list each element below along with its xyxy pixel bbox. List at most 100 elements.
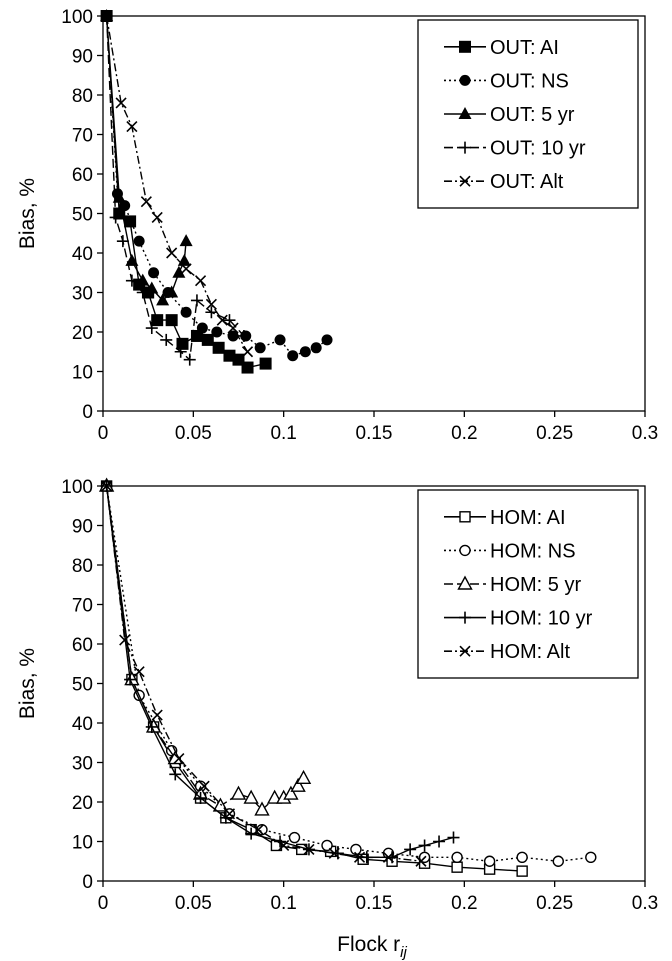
data-point [266,789,283,804]
data-point [183,353,196,366]
x-tick-label: 0.15 [356,423,393,444]
data-point [101,10,113,22]
y-tick-label: 70 [72,596,93,617]
data-point [321,839,333,852]
data-point [205,306,218,319]
data-point [241,346,254,358]
data-point [151,314,164,327]
legend-label: OUT: AI [490,37,559,59]
data-point [194,792,207,805]
data-point [125,274,138,287]
data-point [125,253,139,266]
y-axis-label: Bias, % [16,648,39,719]
y-tick-label: 10 [72,363,93,384]
data-point [212,341,225,354]
data-point [109,211,122,224]
x-tick-label: 0 [98,893,109,914]
data-point [232,353,245,366]
y-tick-label: 30 [72,284,93,305]
data-point [295,769,312,784]
data-point [176,337,189,350]
y-tick-label: 10 [72,833,93,854]
data-point [382,851,395,863]
x-axis-label: Flock rij [337,933,407,961]
data-point [254,801,270,816]
legend-label: HOM: NS [490,540,576,562]
data-point [180,306,192,318]
data-point [165,285,179,298]
data-point [516,851,528,863]
series-line [105,15,187,302]
data-point [321,334,333,346]
legend-swatch-marker [459,645,471,657]
series-line [105,485,305,811]
x-tick-label: 0.1 [270,423,296,444]
data-point [133,666,145,678]
x-axis-label-subscript: ij [400,944,407,961]
legend-box [417,489,639,679]
y-tick-label: 20 [72,323,93,344]
y-tick-label: 40 [72,714,93,735]
series-line [105,15,249,353]
data-point [115,97,127,109]
data-point [124,673,137,686]
data-point [174,345,187,358]
x-tick-label: 0.3 [632,423,658,444]
data-point [418,839,431,852]
data-point [180,263,192,275]
y-tick-label: 100 [61,477,93,498]
x-axis-label-main: Flock r [337,933,400,956]
data-point [112,190,126,203]
data-point [283,785,299,800]
legend-label: OUT: Alt [490,171,564,193]
data-point [483,855,496,867]
data-point [516,865,528,877]
series-line [105,485,523,872]
legend-label: OUT: 10 yr [490,138,586,160]
x-tick-label: 0.1 [270,893,296,914]
series-hom-5-yr [98,477,312,816]
data-point [433,835,446,848]
data-point [256,823,268,836]
data-point [287,350,299,362]
data-point [126,121,138,133]
legend-swatch-marker [459,511,471,523]
y-tick-label: 80 [72,556,93,577]
data-point [216,314,228,326]
data-point [160,333,173,346]
data-point [156,293,170,306]
x-tick-label: 0.2 [451,893,477,914]
data-point [274,334,286,346]
data-point [148,267,160,279]
y-tick-label: 60 [72,635,93,656]
legend-swatch-marker [458,107,472,119]
legend: HOM: AI HOM: NS HOM: 5 yr HOM: 10 yr HOM: Al… [417,489,639,679]
data-point [451,851,463,863]
y-axis-label: Bias, % [16,178,39,249]
data-point [211,326,223,338]
data-point [177,253,191,266]
data-point [145,322,158,335]
x-tick-label: 0.25 [536,893,573,914]
data-point [133,235,145,247]
data-point [223,808,236,820]
data-point [119,634,131,646]
x-tick-label: 0.2 [451,423,477,444]
legend-swatch-marker [459,141,471,154]
data-point [241,361,254,374]
data-point [328,847,340,859]
data-point [415,855,427,867]
legend-label: OUT: 5 yr [490,104,575,126]
legend-label: HOM: 5 yr [490,574,581,596]
series-hom-ns [100,480,597,867]
legend-swatch-marker [459,40,471,53]
legend-label: HOM: 10 yr [490,608,593,630]
y-tick-label: 50 [72,205,93,226]
data-point [404,843,417,856]
legend-swatch-marker [459,544,471,557]
y-tick-label: 100 [61,7,93,28]
data-point [196,322,208,334]
data-point [585,851,597,863]
legend-label: OUT: NS [490,70,569,92]
